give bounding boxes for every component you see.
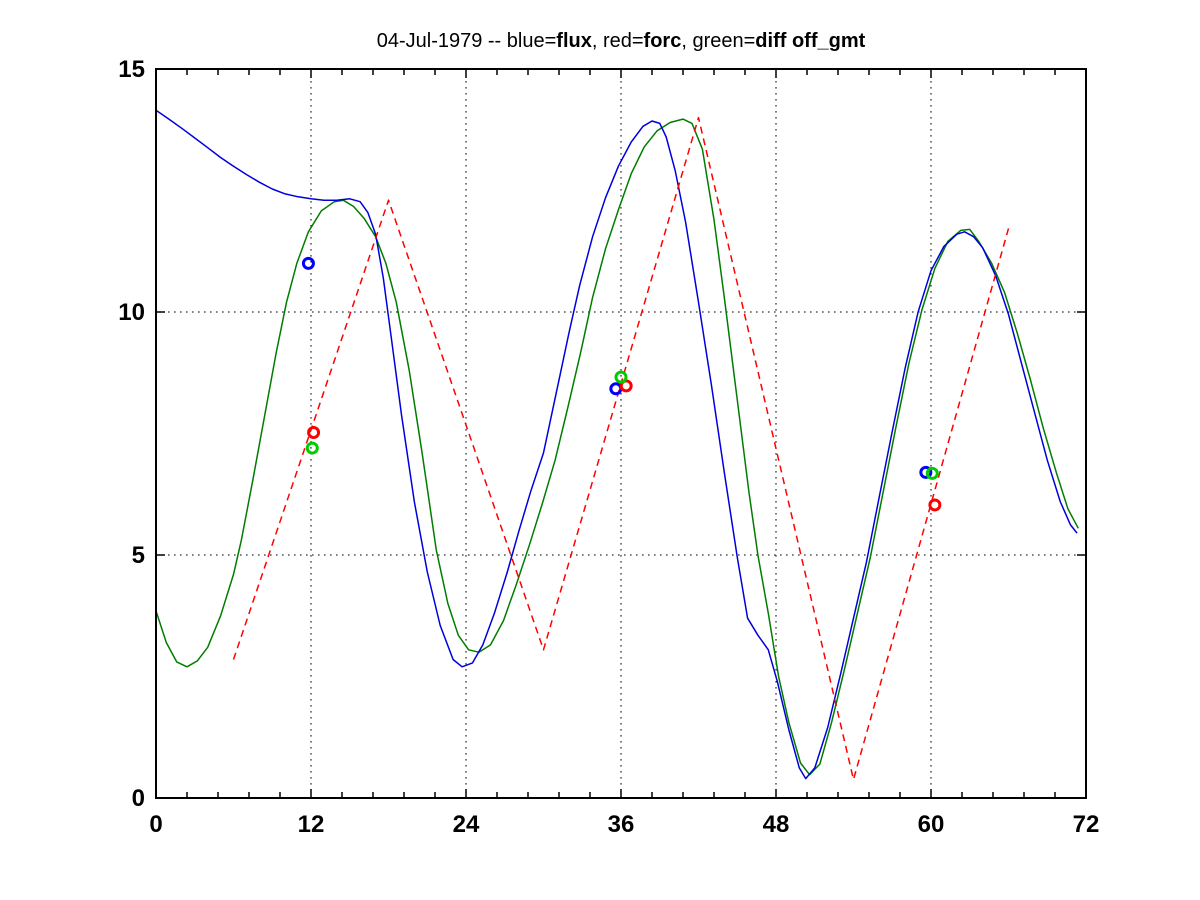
x-tick-label-12: 12 (298, 811, 325, 838)
diff-line (155, 118, 1079, 776)
axes-box (155, 68, 1087, 799)
tick-labels: 0 12 24 36 48 60 72 0 5 10 15 (118, 56, 1099, 838)
y-tick-label-10: 10 (118, 299, 145, 326)
grid-lines (156, 69, 1086, 798)
forc-marker (928, 498, 942, 512)
title-segment: 04-Jul-1979 -- blue= (376, 30, 557, 52)
flux-line (155, 109, 1078, 780)
x-tick-label-60: 60 (918, 811, 945, 838)
x-tick-label-48: 48 (763, 811, 790, 838)
flux-marker (919, 465, 933, 479)
title-segment: , red= (591, 30, 644, 52)
title-segment-diff: diff off_gmt (755, 30, 866, 52)
x-tick-label-24: 24 (453, 811, 480, 838)
y-tick-label-15: 15 (118, 56, 145, 83)
y-tick-label-0: 0 (132, 785, 145, 812)
diff-marker (925, 466, 939, 480)
y-tick-label-5: 5 (132, 542, 145, 569)
data-series (155, 109, 1079, 781)
axes-box-rect (155, 68, 1087, 799)
title-segment-flux: flux (556, 30, 592, 52)
x-tick-label-72: 72 (1073, 811, 1100, 838)
data-markers (301, 256, 942, 512)
title-segment: , green= (681, 30, 756, 52)
x-tick-label-0: 0 (149, 811, 162, 838)
diff-marker (305, 441, 319, 455)
title-segment-forc: forc (643, 30, 682, 52)
flux-marker (609, 382, 623, 396)
flux-marker (301, 256, 315, 270)
forc-marker (307, 426, 321, 440)
x-tick-label-36: 36 (608, 811, 635, 838)
diff-marker (614, 370, 628, 384)
chart-title: 04-Jul-1979 -- blue=flux, red=forc, gree… (156, 30, 1086, 53)
